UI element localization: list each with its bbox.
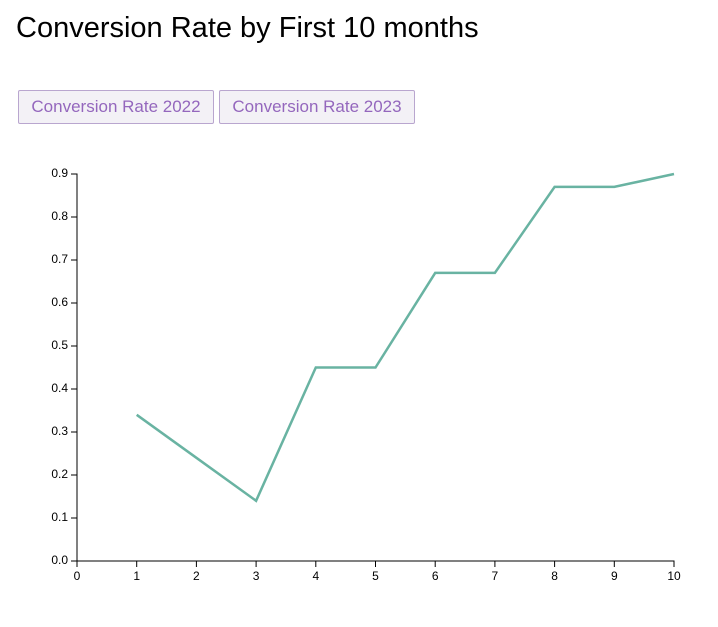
y-tick-label: 0.6 bbox=[51, 295, 68, 309]
x-tick-label: 2 bbox=[193, 569, 200, 583]
x-tick-label: 4 bbox=[312, 569, 319, 583]
x-tick-label: 8 bbox=[551, 569, 558, 583]
x-tick-label: 3 bbox=[253, 569, 260, 583]
y-tick-label: 0.2 bbox=[51, 467, 68, 481]
y-tick-label: 0.5 bbox=[51, 338, 68, 352]
x-tick-label: 5 bbox=[372, 569, 379, 583]
y-axis: 0.0 0.1 0.2 0.3 0.4 0.5 0.6 0.7 0.8 0.9 bbox=[51, 166, 78, 567]
y-tick-label: 0.7 bbox=[51, 252, 68, 266]
x-tick-label: 10 bbox=[667, 569, 681, 583]
y-axis-line bbox=[71, 173, 78, 562]
page-title: Conversion Rate by First 10 months bbox=[16, 12, 479, 44]
x-tick-label: 0 bbox=[74, 569, 81, 583]
y-tick-label: 0.4 bbox=[51, 381, 68, 395]
y-tick-label: 0.0 bbox=[51, 553, 68, 567]
y-tick-label: 0.8 bbox=[51, 209, 68, 223]
x-tick-label: 1 bbox=[133, 569, 140, 583]
x-tick-label: 6 bbox=[432, 569, 439, 583]
x-tick-label: 7 bbox=[492, 569, 499, 583]
conversion-rate-2022-button[interactable]: Conversion Rate 2022 bbox=[18, 90, 214, 124]
series-layer bbox=[135, 172, 675, 503]
y-tick-label: 0.1 bbox=[51, 510, 68, 524]
y-tick-label: 0.3 bbox=[51, 424, 68, 438]
series-line-0 bbox=[135, 172, 675, 503]
conversion-rate-2023-button[interactable]: Conversion Rate 2023 bbox=[219, 90, 415, 124]
x-axis: 0 1 2 3 4 5 6 7 8 9 10 bbox=[74, 560, 681, 583]
y-tick-label: 0.9 bbox=[51, 166, 68, 180]
x-tick-label: 9 bbox=[611, 569, 618, 583]
